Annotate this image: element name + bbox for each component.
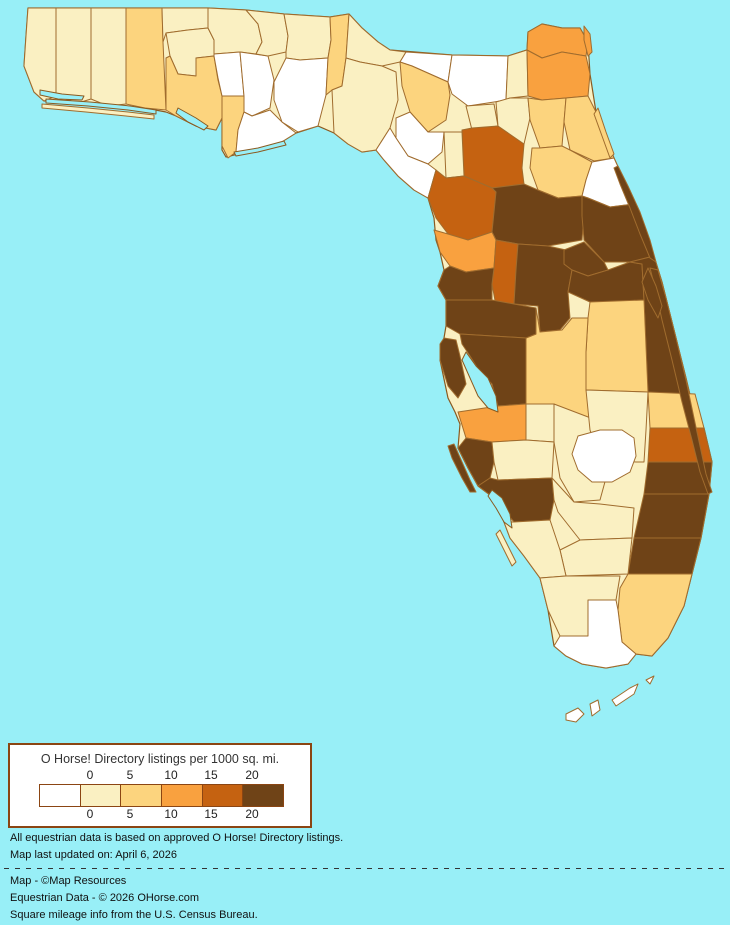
- county-leon: [283, 13, 332, 61]
- county-clay: [527, 97, 567, 149]
- legend-ticks-bottom: 0 5 10 15 20: [10, 807, 310, 821]
- legend-swatch-0: [40, 785, 81, 806]
- legend-tick: 10: [164, 807, 178, 821]
- county-desoto: [491, 439, 555, 481]
- legend-color-ramp: [39, 784, 284, 807]
- island-merritt: [641, 267, 663, 319]
- county-escambia: [23, 7, 57, 102]
- island-volusia-barrier: [613, 165, 657, 263]
- island-st-johns-barrier: [593, 107, 615, 159]
- florida-county-map: [23, 7, 713, 723]
- county-palm-beach: [633, 493, 710, 539]
- county-gilchrist: [443, 131, 465, 179]
- legend-swatch-4: [202, 785, 244, 806]
- dashed-divider: [4, 868, 726, 869]
- legend-tick: 15: [204, 768, 218, 782]
- pensacola-bay: [39, 89, 85, 101]
- legend-tick: 20: [245, 807, 259, 821]
- county-indian-river: [647, 391, 705, 429]
- apalachicola-bay: [233, 140, 287, 157]
- santa-rosa-sound: [45, 98, 157, 115]
- county-broward: [627, 537, 702, 575]
- county-hillsborough: [459, 333, 527, 407]
- county-okaloosa: [90, 7, 127, 107]
- legend-tick: 5: [126, 768, 134, 782]
- county-hardee: [525, 403, 555, 443]
- county-wakulla: [273, 57, 329, 133]
- county-pasco: [445, 299, 537, 339]
- legend-tick: 0: [86, 768, 94, 782]
- st-andrews-bay: [175, 107, 209, 131]
- legend-tick: 15: [204, 807, 218, 821]
- legend-swatch-1: [80, 785, 122, 806]
- island-key-4: [645, 675, 655, 685]
- water-features: [39, 89, 637, 529]
- county-duval: [526, 49, 591, 101]
- county-madison: [345, 13, 407, 67]
- island-key-3: [611, 683, 639, 707]
- legend-ticks-top: 0 5 10 15 20: [10, 768, 310, 782]
- note-data-source: All equestrian data is based on approved…: [10, 832, 344, 844]
- barrier-islands: [41, 25, 713, 723]
- island-key-1: [565, 707, 585, 723]
- county-charlotte: [477, 477, 555, 523]
- island-amelia: [583, 25, 593, 57]
- legend-swatch-3: [162, 785, 203, 806]
- county-baker: [505, 49, 529, 101]
- county-hernando: [437, 265, 495, 301]
- island-panhandle-barrier: [41, 103, 155, 120]
- legend-title: O Horse! Directory listings per 1000 sq.…: [40, 752, 280, 766]
- lake-okeechobee: [571, 429, 637, 483]
- legend-tick: 20: [245, 768, 259, 782]
- county-santa-rosa: [55, 7, 92, 104]
- island-key-2: [589, 699, 601, 717]
- legend-swatch-2: [121, 785, 163, 806]
- island-lee-barrier: [495, 529, 517, 567]
- legend-tick: 0: [86, 807, 94, 821]
- charlotte-harbor: [487, 489, 513, 529]
- credit-square-mileage: Square mileage info from the U.S. Census…: [10, 909, 258, 921]
- island-sarasota-keys: [447, 443, 477, 493]
- county-monroe: [553, 599, 637, 669]
- credit-equestrian-data: Equestrian Data - © 2026 OHorse.com: [10, 892, 200, 904]
- legend-swatch-5: [243, 785, 284, 806]
- legend-box: O Horse! Directory listings per 1000 sq.…: [8, 743, 312, 828]
- tampa-bay: [461, 351, 499, 413]
- county-liberty: [239, 51, 275, 117]
- county-walton: [125, 7, 167, 111]
- county-columbia: [447, 54, 509, 107]
- county-hendry: [559, 537, 633, 577]
- credit-map: Map - ©Map Resources: [10, 875, 127, 887]
- legend-tick: 10: [164, 768, 178, 782]
- note-last-updated: Map last updated on: April 6, 2026: [10, 849, 177, 861]
- county-pinellas: [439, 337, 467, 399]
- county-miami-dade: [617, 573, 693, 657]
- legend-tick: 5: [126, 807, 134, 821]
- county-osceola: [585, 299, 649, 393]
